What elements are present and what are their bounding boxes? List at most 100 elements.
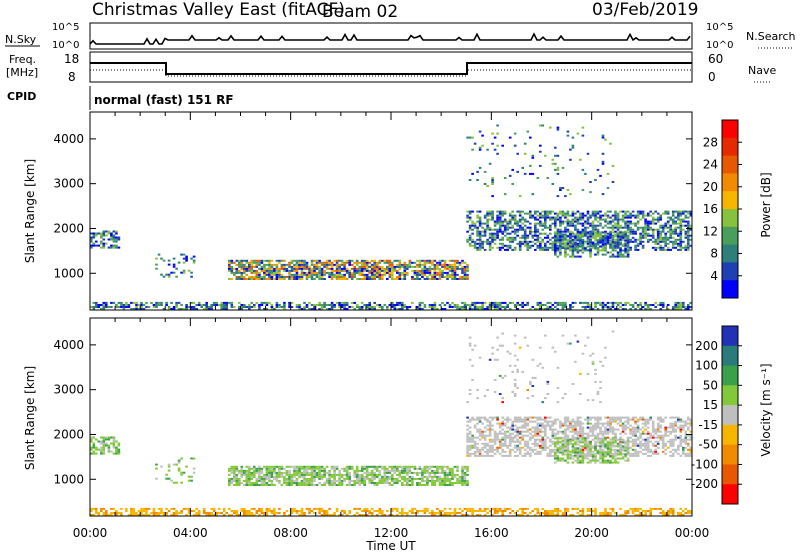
heatmap-cell [403,263,407,266]
heatmap-cell [373,471,376,474]
heatmap-cell [240,263,244,266]
heatmap-cell [330,261,334,264]
heatmap-cell [491,514,494,516]
heatmap-cell [258,263,261,266]
heatmap-cell [671,236,675,239]
heatmap-cell [679,230,683,233]
heatmap-cell [671,240,675,243]
heatmap-cell [391,269,394,272]
heatmap-cell [564,235,567,238]
heatmap-cell [468,179,472,181]
heatmap-cell [591,226,595,229]
heatmap-cell [496,438,499,441]
heatmap-cell [639,507,642,510]
heatmap-cell [393,267,397,270]
heatmap-cell [616,241,620,244]
heatmap-cell [639,226,642,229]
heatmap-cell [651,212,655,215]
heatmap-cell [426,482,429,484]
heatmap-cell [554,168,557,171]
heatmap-cell [102,446,106,449]
heatmap-cell [348,475,351,478]
heatmap-cell [571,507,575,510]
heatmap-cell [554,232,557,235]
heatmap-cell [355,278,359,280]
heatmap-cell [137,304,141,306]
heatmap-cell [556,514,560,516]
heatmap-cell [360,479,364,482]
heatmap-cell [102,436,106,439]
heatmap-cell [616,214,620,217]
heatmap-cell [511,422,514,425]
heatmap-cell [574,452,577,455]
heatmap-cell [601,253,605,256]
heatmap-cell [358,306,361,308]
heatmap-cell [358,261,361,264]
heatmap-cell [569,239,572,242]
heatmap-cell [325,261,329,264]
heatmap-cell [493,440,497,443]
heatmap-cell [180,512,183,514]
heatmap-cell [285,477,289,480]
heatmap-cell [677,301,680,304]
heatmap-cell [624,244,627,247]
heatmap-cell [120,301,123,304]
heatmap-cell [576,507,580,510]
heatmap-cell [195,308,198,310]
heatmap-cell [398,512,402,514]
heatmap-cell [466,240,469,243]
heatmap-cell [240,308,244,310]
heatmap-cell [195,512,198,514]
heatmap-cell [270,276,274,278]
heatmap-cell [614,454,617,457]
heatmap-cell [496,304,499,306]
heatmap-cell [228,477,231,480]
heatmap-cell [531,156,535,159]
heatmap-cell [579,301,582,304]
heatmap-cell [348,467,351,470]
heatmap-cell [230,259,234,262]
heatmap-cell [318,265,321,268]
heatmap-cell [576,230,580,233]
heatmap-cell [258,510,261,512]
heatmap-cell [641,240,645,243]
heatmap-cell [566,424,570,427]
heatmap-cell [456,273,459,276]
heatmap-cell [207,514,211,516]
heatmap-cell [386,267,389,270]
heatmap-cell [451,269,454,272]
heatmap-cell [378,465,382,468]
heatmap-cell [278,259,281,262]
heatmap-cell [609,438,612,441]
heatmap-cell [471,507,474,510]
heatmap-cell [468,440,472,443]
heatmap-cell [448,512,452,514]
heatmap-cell [428,306,432,308]
heatmap-cell [441,263,444,266]
heatmap-cell [145,512,148,514]
heatmap-cell [290,510,294,512]
heatmap-cell [451,273,454,276]
heatmap-cell [122,308,126,310]
heatmap-cell [461,484,464,486]
heatmap-cell [566,507,570,510]
heatmap-cell [268,265,271,268]
heatmap-cell [365,477,369,480]
nave-tick-lo: 0 [708,70,716,84]
heatmap-cell [355,471,359,474]
heatmap-cell [534,428,537,431]
heatmap-cell [456,265,459,268]
heatmap-cell [468,448,472,451]
heatmap-cell [671,510,675,512]
heatmap-cell [671,244,675,247]
heatmap-cell [609,416,612,419]
heatmap-cell [310,269,314,272]
heatmap-cell [313,477,316,480]
heatmap-cell [516,230,519,233]
heatmap-cell [468,306,472,308]
heatmap-cell [508,438,512,441]
heatmap-cell [529,432,532,435]
heatmap-cell [162,275,166,278]
heatmap-cell [534,420,537,423]
heatmap-cell [539,430,542,433]
